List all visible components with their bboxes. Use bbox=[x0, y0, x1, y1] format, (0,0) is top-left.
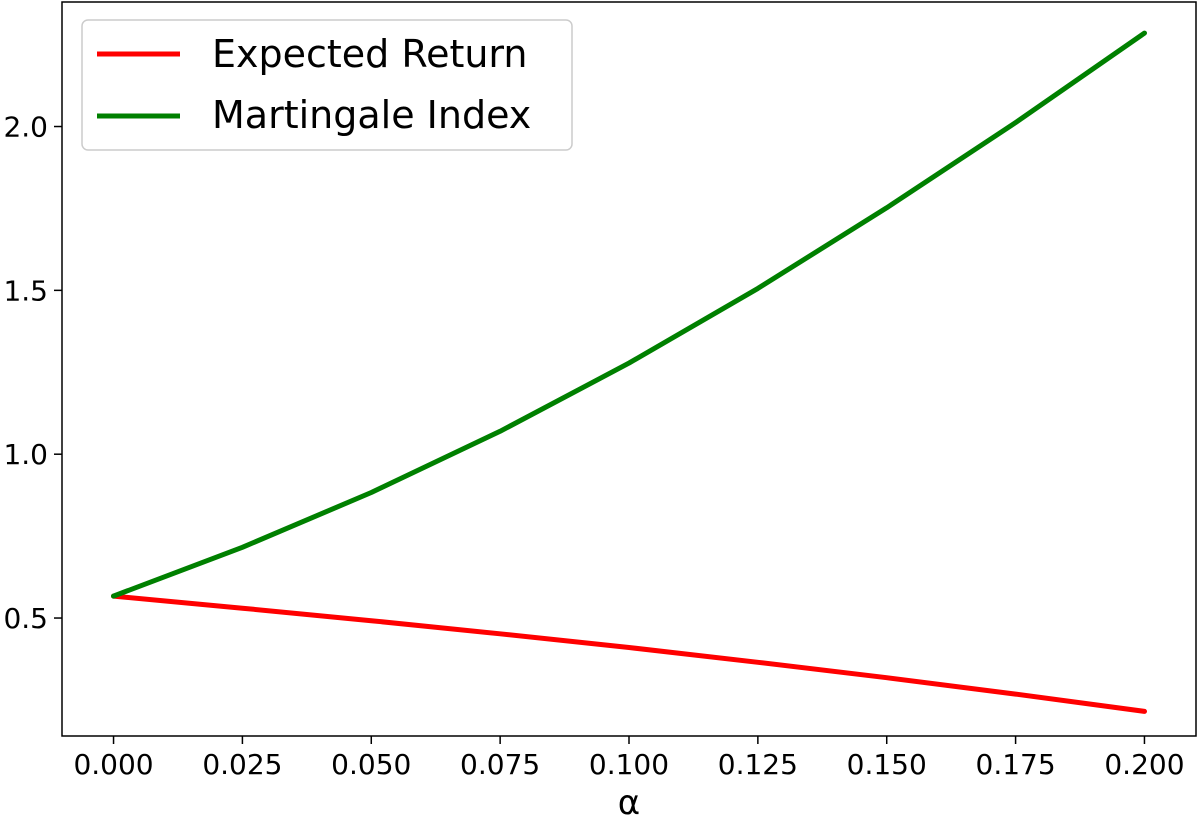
x-tick-label: 0.075 bbox=[460, 748, 540, 781]
series-layer bbox=[111, 30, 1147, 714]
y-axis: 0.5 1.0 1.5 2.0 bbox=[3, 111, 62, 635]
x-tick-label: 0.150 bbox=[847, 748, 927, 781]
legend-box bbox=[81, 19, 573, 151]
series-line-expected-return bbox=[111, 593, 1147, 714]
legend: Expected Return Martingale Index bbox=[81, 19, 573, 151]
x-tick-label: 0.100 bbox=[589, 748, 669, 781]
x-tick-label: 0.000 bbox=[73, 748, 153, 781]
legend-label-expected-return: Expected Return bbox=[212, 32, 527, 76]
series-line-martingale-index bbox=[111, 30, 1147, 599]
y-tick-label: 1.5 bbox=[3, 274, 48, 307]
x-tick-label: 0.200 bbox=[1104, 748, 1184, 781]
x-tick-label: 0.025 bbox=[202, 748, 282, 781]
y-tick-label: 2.0 bbox=[3, 111, 48, 144]
x-axis: 0.000 0.025 0.050 0.075 0.100 0.125 0.150 0.175… bbox=[73, 736, 1185, 781]
x-tick-label: 0.175 bbox=[976, 748, 1056, 781]
x-axis-label: α bbox=[618, 783, 640, 818]
x-tick-label: 0.125 bbox=[718, 748, 798, 781]
y-tick-label: 1.0 bbox=[3, 438, 48, 471]
x-tick-label: 0.050 bbox=[331, 748, 411, 781]
y-tick-label: 0.5 bbox=[3, 602, 48, 635]
legend-label-martingale-index: Martingale Index bbox=[212, 93, 531, 137]
